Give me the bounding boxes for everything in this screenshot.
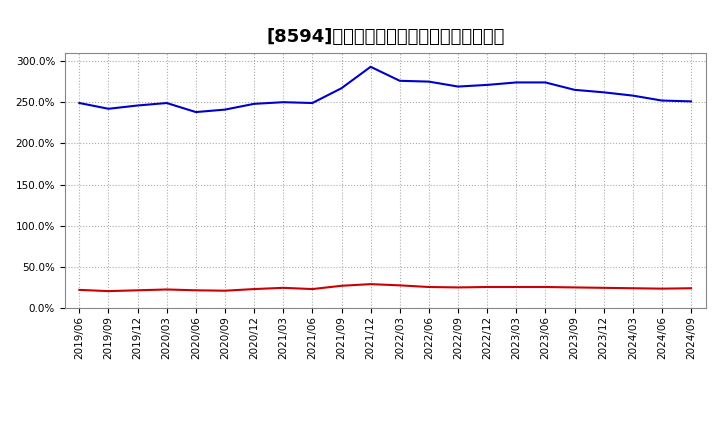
- 固定比率: [250, 101, 258, 106]
- 固定長期適合率: [657, 286, 666, 291]
- 固定比率: [279, 99, 287, 105]
- 固定比率: [163, 100, 171, 106]
- 固定比率: [337, 85, 346, 91]
- 固定比率: [599, 90, 608, 95]
- 固定長期適合率: [337, 283, 346, 288]
- 固定長期適合率: [599, 285, 608, 290]
- 固定比率: [220, 107, 229, 112]
- 固定比率: [512, 80, 521, 85]
- 固定長期適合率: [308, 286, 317, 292]
- 固定比率: [75, 100, 84, 106]
- Line: 固定長期適合率: 固定長期適合率: [79, 284, 691, 291]
- 固定長期適合率: [192, 288, 200, 293]
- 固定比率: [687, 99, 696, 104]
- 固定比率: [366, 64, 375, 70]
- 固定比率: [570, 87, 579, 92]
- 固定比率: [104, 106, 113, 111]
- 固定比率: [192, 110, 200, 115]
- 固定比率: [657, 98, 666, 103]
- 固定長期適合率: [133, 288, 142, 293]
- 固定長期適合率: [104, 289, 113, 294]
- Line: 固定比率: 固定比率: [79, 67, 691, 112]
- 固定長期適合率: [454, 285, 462, 290]
- 固定長期適合率: [483, 284, 492, 290]
- 固定比率: [541, 80, 550, 85]
- 固定長期適合率: [629, 286, 637, 291]
- Title: [8594]　固定比率、固定長期適合率の推移: [8594] 固定比率、固定長期適合率の推移: [266, 28, 505, 46]
- 固定長期適合率: [541, 284, 550, 290]
- 固定比率: [629, 93, 637, 98]
- 固定長期適合率: [687, 286, 696, 291]
- 固定長期適合率: [425, 284, 433, 290]
- 固定比率: [133, 103, 142, 108]
- 固定長期適合率: [75, 287, 84, 293]
- 固定比率: [483, 82, 492, 88]
- 固定長期適合率: [163, 287, 171, 292]
- 固定長期適合率: [512, 284, 521, 290]
- 固定長期適合率: [395, 283, 404, 288]
- 固定比率: [395, 78, 404, 84]
- 固定比率: [425, 79, 433, 84]
- 固定比率: [454, 84, 462, 89]
- 固定比率: [308, 100, 317, 106]
- 固定長期適合率: [366, 282, 375, 287]
- 固定長期適合率: [570, 285, 579, 290]
- 固定長期適合率: [220, 288, 229, 293]
- 固定長期適合率: [250, 286, 258, 292]
- 固定長期適合率: [279, 285, 287, 290]
